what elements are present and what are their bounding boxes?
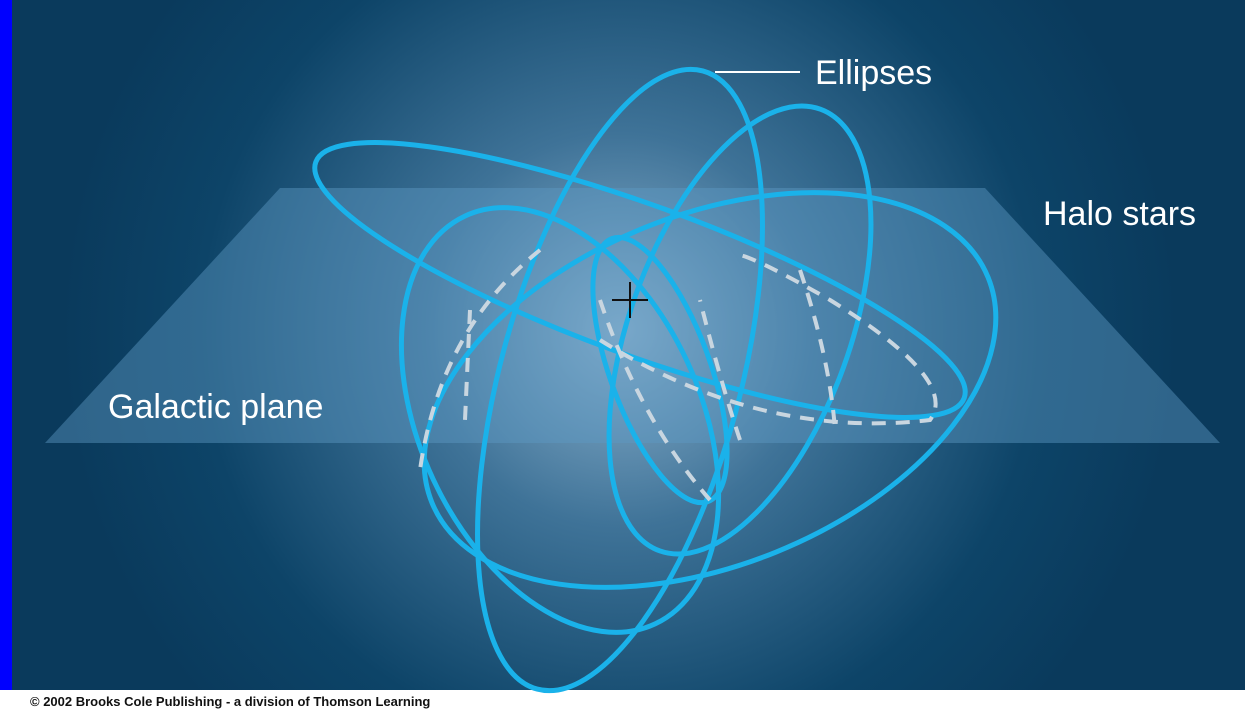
orbit xyxy=(398,205,722,635)
background xyxy=(12,0,1245,690)
orbit xyxy=(606,103,874,557)
orbit xyxy=(312,140,968,420)
orbit-below-plane xyxy=(598,299,712,502)
halo-stars-label: Halo stars xyxy=(1043,195,1196,233)
copyright: © 2002 Brooks Cole Publishing - a divisi… xyxy=(30,694,430,709)
orbit-below-plane xyxy=(463,309,472,421)
ellipses-label: Ellipses xyxy=(815,54,932,92)
orbit-below-plane xyxy=(698,299,742,441)
center-cross xyxy=(612,282,648,318)
orbit xyxy=(421,190,999,590)
orbit-below-plane xyxy=(418,248,542,471)
orbit-below-plane xyxy=(598,253,938,426)
side-strip xyxy=(0,0,12,690)
orbit-below-plane xyxy=(798,269,837,431)
orbits xyxy=(312,66,999,694)
galactic-plane-label: Galactic plane xyxy=(108,388,323,426)
orbit xyxy=(475,66,765,694)
